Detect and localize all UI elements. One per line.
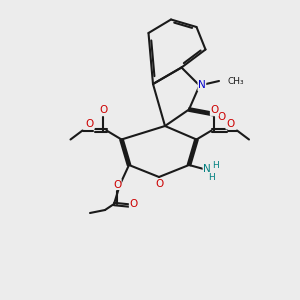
Text: O: O (129, 199, 138, 209)
Text: N: N (198, 80, 206, 91)
Text: N: N (203, 164, 211, 175)
Text: CH₃: CH₃ (228, 76, 244, 85)
Text: O: O (86, 119, 94, 129)
Text: O: O (210, 105, 219, 116)
Text: H: H (208, 173, 215, 182)
Text: O: O (218, 112, 226, 122)
Text: O: O (155, 178, 163, 189)
Text: O: O (113, 179, 121, 190)
Text: O: O (99, 105, 108, 116)
Text: O: O (226, 119, 234, 129)
Text: H: H (213, 160, 219, 169)
